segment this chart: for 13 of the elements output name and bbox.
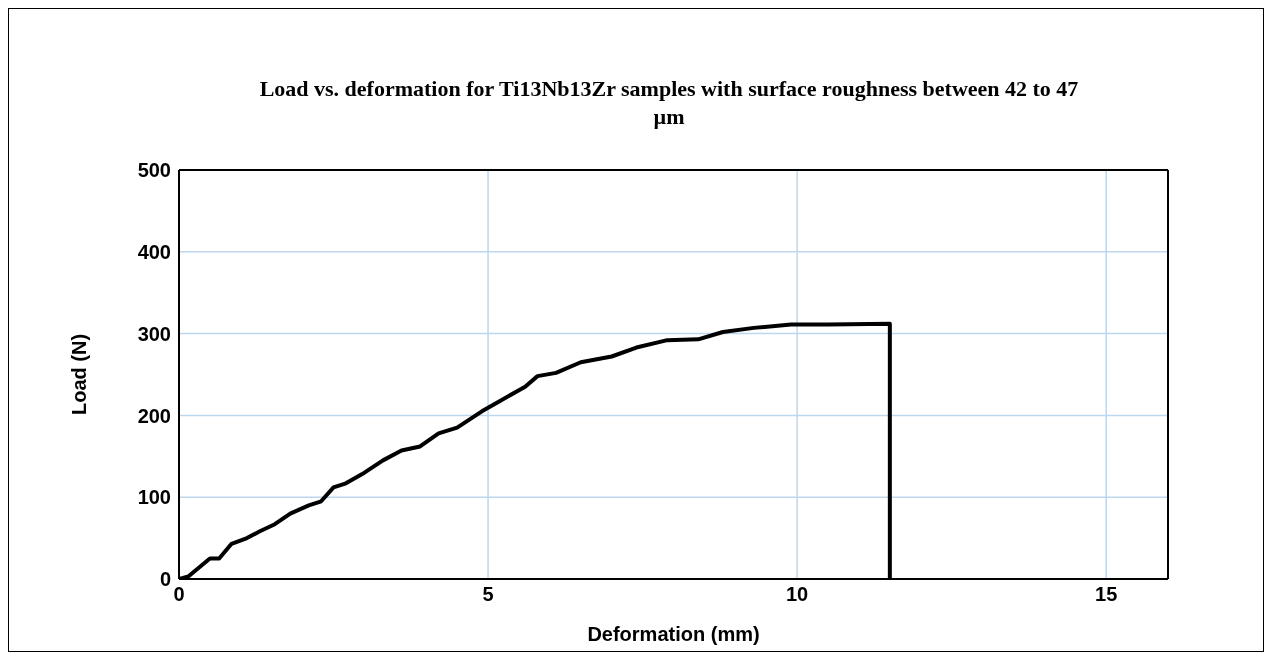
y-tick-label: 0 [159, 568, 171, 591]
y-tick-label: 500 [137, 159, 171, 182]
x-tick-label: 15 [1095, 583, 1118, 606]
chart-title: Load vs. deformation for Ti13Nb13Zr samples with surface roughness between 42 to 47 µm [259, 75, 1079, 131]
x-tick-label: 10 [786, 583, 809, 606]
y-tick-label: 300 [137, 322, 171, 345]
x-tick-label: 0 [173, 583, 185, 606]
y-tick-label: 100 [137, 486, 171, 509]
y-axis-title: Load (N) [68, 333, 91, 416]
x-axis-title: Deformation (mm) [587, 623, 760, 645]
y-tick-label: 400 [137, 240, 171, 263]
y-tick-label: 200 [137, 404, 171, 427]
x-tick-label: 5 [482, 583, 494, 606]
